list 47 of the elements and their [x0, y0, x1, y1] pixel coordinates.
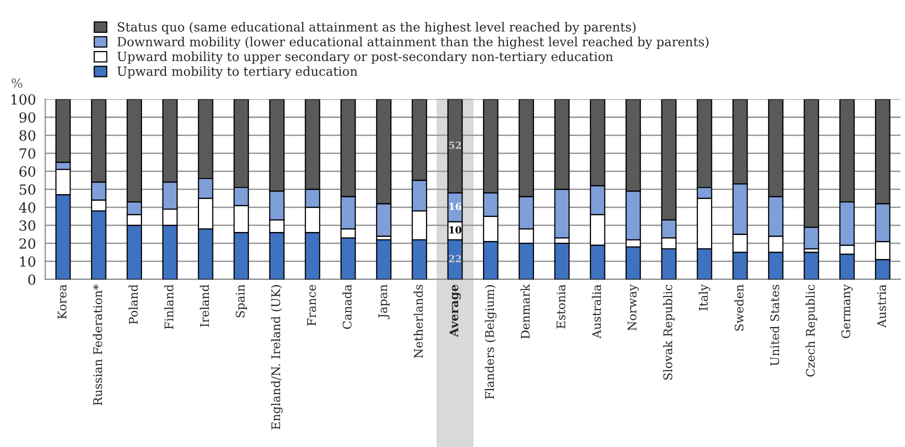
- x-tick-label: Netherlands: [414, 284, 423, 358]
- data-label: 22: [448, 255, 461, 262]
- x-tick-label: Russian Federation*: [92, 284, 102, 406]
- x-tick-label: France: [307, 284, 316, 326]
- x-tick-label: Denmark: [520, 284, 530, 339]
- x-tick-label: Flanders (Belgium): [484, 285, 496, 399]
- legend-label: Upward mobility to tertiary education: [117, 66, 358, 79]
- x-tick-label: Poland: [128, 284, 138, 324]
- y-tick-label: 80: [19, 130, 36, 141]
- x-tick-label: Germany: [841, 284, 853, 338]
- data-label: 16: [449, 202, 462, 210]
- x-tick-label: Norway: [628, 284, 639, 331]
- bar: [804, 252, 820, 280]
- x-tick-label: England/N. Ireland (UK): [271, 285, 283, 430]
- x-tick-label: Sweden: [734, 284, 744, 331]
- y-tick-label: 50: [20, 184, 36, 195]
- x-tick-label: Austria: [877, 284, 886, 328]
- x-tick-label: Czech Republic: [806, 284, 818, 377]
- x-tick-label: Japan: [378, 284, 390, 320]
- x-tick-label: Average: [450, 284, 461, 338]
- y-tick-label: 0: [28, 274, 36, 285]
- y-tick-label: 70: [20, 148, 36, 159]
- x-tick-label: Slovak Republic: [663, 284, 675, 380]
- legend-label: Status quo (same educational attainment as the highest level reached by parents): [118, 22, 636, 34]
- y-tick-label: 100: [11, 94, 36, 105]
- x-tick-label: Korea: [58, 284, 66, 319]
- y-tick-label: 20: [19, 238, 36, 249]
- y-tick-label: 60: [19, 166, 36, 177]
- y-tick-label: 30: [20, 220, 36, 231]
- x-tick-label: Spain: [236, 284, 247, 318]
- x-tick-label: Ireland: [200, 284, 210, 327]
- x-tick-label: Italy: [698, 284, 710, 310]
- data-label: 10: [449, 226, 462, 234]
- bar: [376, 239, 392, 280]
- x-tick-label: Estonia: [556, 284, 566, 329]
- y-axis-title: %: [12, 78, 22, 88]
- x-tick-label: United States: [770, 284, 780, 366]
- y-tick-label: 90: [19, 112, 36, 123]
- y-tick-label: 40: [18, 202, 36, 213]
- bar: [554, 242, 570, 280]
- x-tick-label: Australia: [592, 284, 602, 339]
- legend-label: Upward mobility to upper secondary or post-secondary non-tertiary education: [117, 52, 614, 64]
- x-tick-label: Finland: [164, 284, 174, 330]
- x-tick-label: Canada: [342, 284, 352, 329]
- legend-label: Downward mobility (lower educational attainment than the highest level reached by parents): [117, 36, 708, 50]
- y-tick-label: 10: [20, 256, 36, 267]
- data-label: 52: [449, 142, 461, 149]
